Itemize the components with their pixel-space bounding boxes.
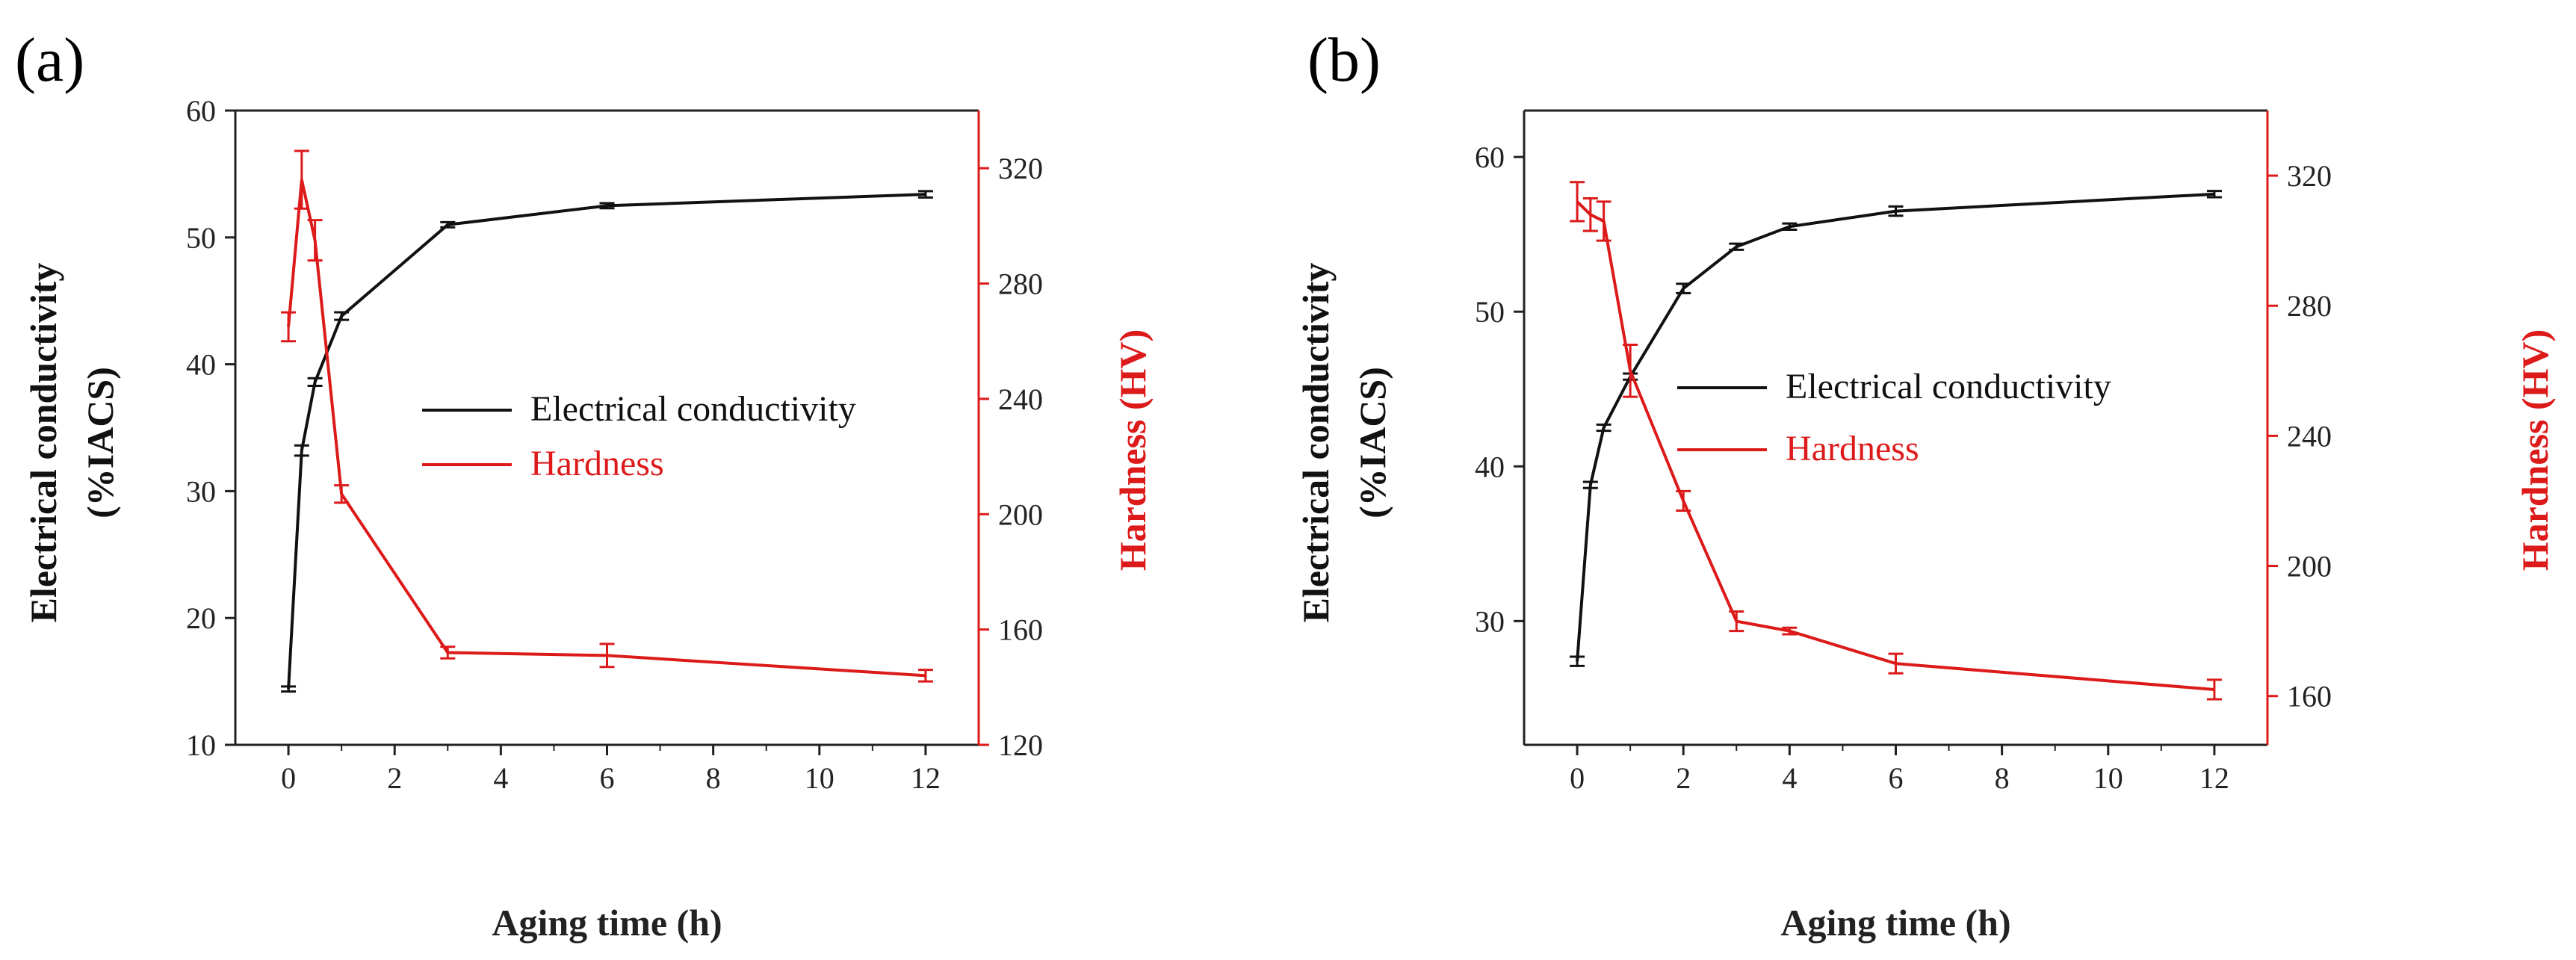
x-tick-label: 12: [2199, 761, 2229, 795]
chart-panel-b: (b) 0 2 4 6 8 10 12 30 40 50 60 160 200 240 280 320 Aging…: [1295, 25, 2556, 944]
y-axis-label-unit: (%IACS): [1352, 367, 1393, 518]
error-bar: [1782, 222, 1798, 231]
legend-label-hardness: Hardness: [1786, 429, 1919, 468]
error-bar: [1582, 480, 1598, 489]
error-bar: [599, 642, 615, 669]
x-tick-label: 10: [805, 761, 835, 795]
legend: Electrical conductivity Hardness: [422, 389, 856, 483]
y2-tick-label: 240: [998, 383, 1043, 416]
x-tick-label: 10: [2093, 761, 2123, 795]
legend-label-conductivity: Electrical conductivity: [1786, 367, 2111, 406]
x-tick-label: 12: [911, 761, 941, 795]
error-bar: [2206, 678, 2222, 701]
y-tick-label: 10: [186, 728, 216, 762]
series-line-conductivity: [287, 193, 926, 690]
error-bar: [1623, 343, 1638, 398]
error-bar: [1729, 242, 1744, 251]
error-bar: [1570, 181, 1585, 223]
y-axis-label-group: Electrical conductivity (%IACS): [22, 263, 121, 623]
x-axis-label: Aging time (h): [1780, 902, 2010, 944]
y-axis-label: Electrical conductivity: [22, 263, 64, 623]
y-tick-label: 20: [186, 601, 216, 635]
x-tick-label: 2: [387, 761, 402, 795]
error-bar: [1582, 197, 1598, 232]
error-bar: [334, 311, 350, 321]
y2-tick-label: 280: [2287, 289, 2332, 323]
panel-label: (b): [1307, 25, 1381, 95]
x-tick-label: 4: [1782, 761, 1797, 795]
y-tick-label: 40: [1475, 450, 1505, 483]
y-tick-label: 50: [186, 221, 216, 255]
series-line-conductivity: [1576, 192, 2215, 662]
y-tick-label: 50: [1475, 295, 1505, 329]
error-bar: [294, 149, 309, 210]
legend-label-conductivity: Electrical conductivity: [530, 389, 856, 429]
legend-label-hardness: Hardness: [530, 444, 664, 483]
error-bar: [1676, 489, 1691, 512]
x-tick-label: 8: [706, 761, 721, 795]
y-tick-label: 60: [186, 94, 216, 128]
x-tick-label: 6: [1889, 761, 1904, 795]
error-bar: [1729, 610, 1744, 633]
y2-axis-label-group: Hardness (HV): [1112, 329, 1154, 572]
y-tick-label: 60: [1475, 140, 1505, 174]
y2-tick-label: 200: [2287, 550, 2332, 583]
legend: Electrical conductivity Hardness: [1677, 367, 2111, 468]
x-tick-label: 0: [281, 761, 296, 795]
error-bar: [294, 444, 309, 457]
y2-tick-label: 240: [2287, 419, 2332, 453]
y-axis-label-unit: (%IACS): [79, 367, 121, 518]
error-bar: [917, 190, 933, 199]
error-bar: [440, 645, 456, 660]
y-axis-label: Electrical conductivity: [1295, 263, 1337, 623]
y-axis-label-group: Electrical conductivity (%IACS): [1295, 263, 1393, 623]
y2-tick-label: 280: [998, 267, 1043, 301]
y2-tick-label: 120: [998, 728, 1043, 762]
y-tick-label: 30: [186, 474, 216, 508]
error-bar: [281, 311, 297, 343]
error-bar: [917, 669, 933, 683]
y2-axis-label-group: Hardness (HV): [2514, 329, 2556, 572]
x-tick-label: 2: [1676, 761, 1691, 795]
y2-tick-label: 200: [998, 498, 1043, 531]
y-tick-label: 30: [1475, 604, 1505, 638]
error-bar: [1570, 655, 1585, 667]
error-bar: [440, 220, 456, 229]
y2-tick-label: 160: [2287, 680, 2332, 713]
error-bar: [1888, 652, 1904, 675]
chart-panel-a: (a) 0 2 4 6 8 10 12 10 20 30 40 50 60 120 160 200 240 280 3…: [15, 25, 1154, 944]
error-bar: [1596, 200, 1611, 242]
x-axis-label: Aging time (h): [492, 902, 722, 944]
error-bar: [1676, 282, 1691, 294]
x-tick-label: 8: [1995, 761, 2010, 795]
y2-axis-label: Hardness (HV): [1112, 329, 1154, 572]
x-tick-label: 0: [1570, 761, 1585, 795]
panel-label: (a): [15, 25, 84, 95]
error-bar: [1782, 626, 1798, 636]
error-bar: [599, 202, 615, 210]
error-bar: [307, 377, 323, 387]
error-bar: [1596, 423, 1611, 433]
x-tick-label: 6: [600, 761, 615, 795]
error-bar: [281, 685, 297, 693]
error-bar: [2206, 190, 2222, 199]
y2-tick-label: 160: [998, 613, 1043, 647]
error-bar: [1888, 205, 1904, 217]
error-bar: [334, 484, 350, 504]
error-bar: [307, 219, 323, 262]
y-tick-label: 40: [186, 348, 216, 382]
y2-axis-label: Hardness (HV): [2514, 329, 2556, 572]
y2-tick-label: 320: [998, 152, 1043, 185]
x-tick-label: 4: [493, 761, 508, 795]
y2-tick-label: 320: [2287, 159, 2332, 193]
